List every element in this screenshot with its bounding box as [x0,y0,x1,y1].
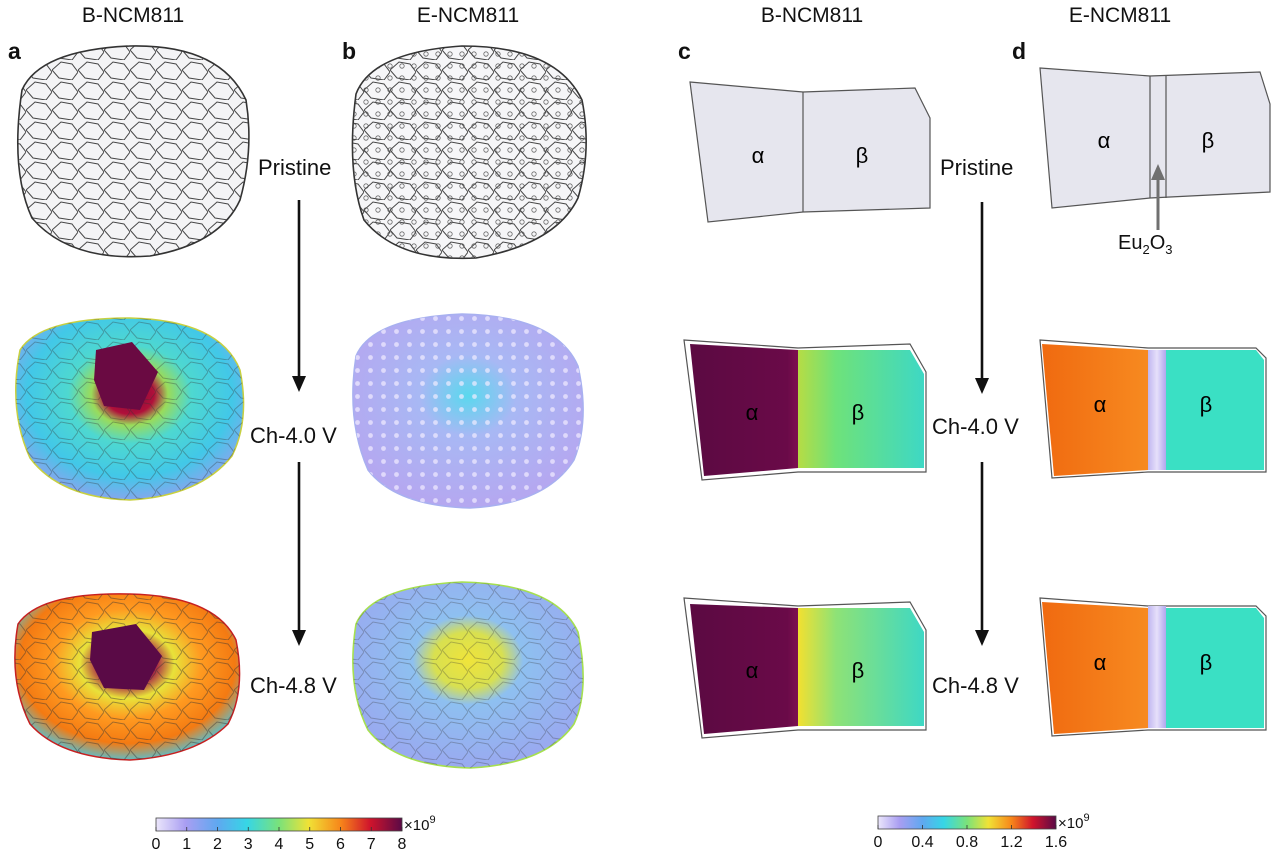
colorbar-right-tick-label: 0.8 [956,834,978,851]
column-title-d: E-NCM811 [1068,4,1172,27]
column-title-b: E-NCM811 [416,4,520,27]
colorbar-right-multiplier: ×109 [1058,812,1090,832]
colorbar-left-tick-label: 4 [275,836,284,853]
stage-label-pristine-right: Pristine [940,155,1014,180]
panel-letter-c: c [678,38,691,64]
alpha-label-c-pristine: α [752,143,765,168]
alpha-label-c-ch40: α [746,400,759,425]
beta-label-c-ch40: β [852,400,865,425]
grain-a-pristine [16,45,250,258]
colorbar-right: 0 0.4 0.8 1.2 1.6 ×109 [874,812,1090,851]
panel-letter-d: d [1012,38,1027,64]
grain-a-ch48 [14,593,241,761]
colorbar-left: 0 1 2 3 4 5 6 7 8 ×109 [152,814,436,853]
alpha-label-d-ch40: α [1094,392,1107,417]
beta-label-d-pristine: β [1202,128,1215,153]
column-title-a: B-NCM811 [81,4,185,27]
eu2o3-label: Eu2O3 [1118,232,1173,257]
colorbar-left-tick-label: 0 [152,836,161,853]
colorbar-left-tick-label: 5 [305,836,314,853]
grain-b-ch40 [352,313,584,509]
colorbar-left-tick-label: 7 [367,836,376,853]
colorbar-left-tick-label: 1 [182,836,191,853]
colorbar-right-tick-label: 0.4 [911,834,933,851]
bicrystal-d-pristine: α β [1039,67,1271,230]
arrow-right-1 [975,202,989,394]
stage-label-ch48-left: Ch-4.8 V [250,673,337,698]
arrow-right-2 [975,462,989,646]
stage-label-ch40-left: Ch-4.0 V [250,423,337,448]
grain-b-ch48 [352,581,584,769]
bicrystal-c-ch48: α β [683,597,927,739]
alpha-label-d-pristine: α [1098,128,1111,153]
bicrystal-d-ch40: α β [1039,339,1267,479]
beta-label-d-ch40: β [1200,392,1213,417]
stage-label-pristine-left: Pristine [258,155,332,180]
column-title-c: B-NCM811 [760,4,864,27]
bicrystal-d-ch48: α β [1039,597,1267,737]
arrow-left-1 [292,200,306,392]
colorbar-left-tick-label: 2 [213,836,222,853]
colorbar-left-tick-label: 3 [244,836,253,853]
panel-letter-b: b [342,38,357,64]
bicrystal-c-ch40: α β [683,339,927,481]
stage-label-ch40-right: Ch-4.0 V [932,414,1019,439]
colorbar-right-tick-label: 1.6 [1045,834,1067,851]
arrow-left-2 [292,462,306,646]
grain-b-pristine [351,45,587,260]
panel-letter-a: a [8,38,21,64]
colorbar-right-tick-label: 0 [874,834,883,851]
alpha-label-d-ch48: α [1094,650,1107,675]
bicrystal-c-pristine: α β [689,81,931,223]
grain-a-ch40 [15,317,245,501]
beta-label-d-ch48: β [1200,650,1213,675]
colorbar-right-tick-label: 1.2 [1000,834,1022,851]
colorbar-left-tick-label: 6 [336,836,345,853]
colorbar-left-multiplier: ×109 [404,814,436,834]
beta-label-c-ch48: β [852,658,865,683]
beta-label-c-pristine: β [856,143,869,168]
stage-label-ch48-right: Ch-4.8 V [932,673,1019,698]
alpha-label-c-ch48: α [746,658,759,683]
colorbar-left-tick-label: 8 [398,836,407,853]
